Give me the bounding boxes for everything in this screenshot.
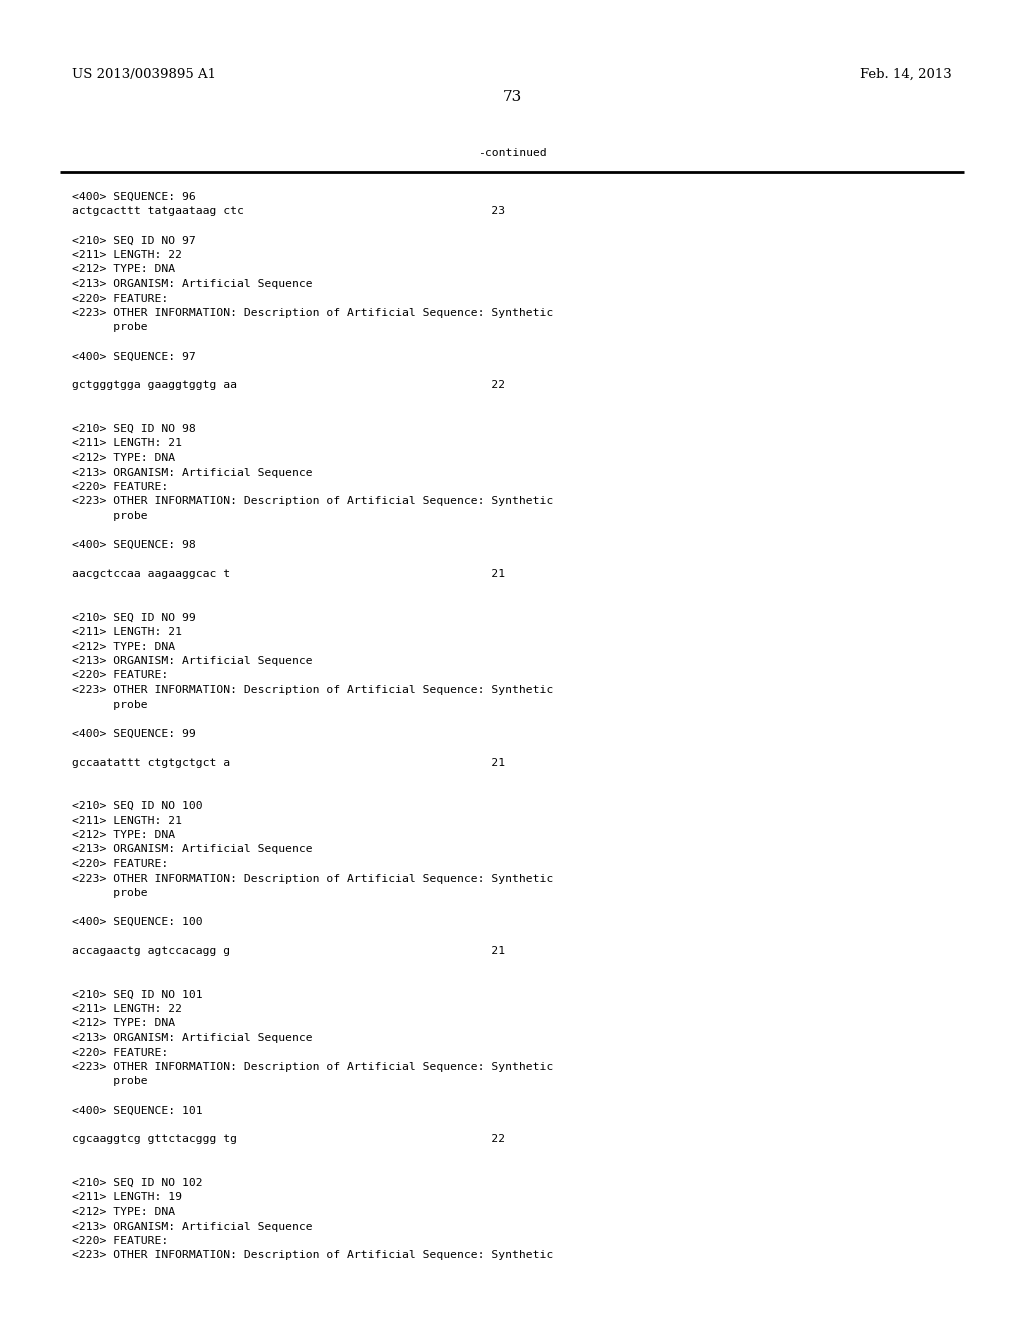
Text: cgcaaggtcg gttctacggg tg                                     22: cgcaaggtcg gttctacggg tg 22 bbox=[72, 1134, 505, 1144]
Text: <211> LENGTH: 19: <211> LENGTH: 19 bbox=[72, 1192, 182, 1203]
Text: <223> OTHER INFORMATION: Description of Artificial Sequence: Synthetic: <223> OTHER INFORMATION: Description of … bbox=[72, 308, 553, 318]
Text: <211> LENGTH: 21: <211> LENGTH: 21 bbox=[72, 627, 182, 638]
Text: <212> TYPE: DNA: <212> TYPE: DNA bbox=[72, 642, 175, 652]
Text: <213> ORGANISM: Artificial Sequence: <213> ORGANISM: Artificial Sequence bbox=[72, 279, 312, 289]
Text: aacgctccaa aagaaggcac t                                      21: aacgctccaa aagaaggcac t 21 bbox=[72, 569, 505, 579]
Text: <211> LENGTH: 22: <211> LENGTH: 22 bbox=[72, 249, 182, 260]
Text: probe: probe bbox=[72, 1077, 147, 1086]
Text: <210> SEQ ID NO 102: <210> SEQ ID NO 102 bbox=[72, 1177, 203, 1188]
Text: <210> SEQ ID NO 98: <210> SEQ ID NO 98 bbox=[72, 424, 196, 434]
Text: <213> ORGANISM: Artificial Sequence: <213> ORGANISM: Artificial Sequence bbox=[72, 845, 312, 854]
Text: <220> FEATURE:: <220> FEATURE: bbox=[72, 482, 168, 492]
Text: <212> TYPE: DNA: <212> TYPE: DNA bbox=[72, 830, 175, 840]
Text: <400> SEQUENCE: 96: <400> SEQUENCE: 96 bbox=[72, 191, 196, 202]
Text: <223> OTHER INFORMATION: Description of Artificial Sequence: Synthetic: <223> OTHER INFORMATION: Description of … bbox=[72, 496, 553, 507]
Text: Feb. 14, 2013: Feb. 14, 2013 bbox=[860, 69, 952, 81]
Text: <213> ORGANISM: Artificial Sequence: <213> ORGANISM: Artificial Sequence bbox=[72, 1034, 312, 1043]
Text: <220> FEATURE:: <220> FEATURE: bbox=[72, 1048, 168, 1057]
Text: <220> FEATURE:: <220> FEATURE: bbox=[72, 671, 168, 681]
Text: <400> SEQUENCE: 98: <400> SEQUENCE: 98 bbox=[72, 540, 196, 550]
Text: <211> LENGTH: 21: <211> LENGTH: 21 bbox=[72, 438, 182, 449]
Text: <212> TYPE: DNA: <212> TYPE: DNA bbox=[72, 1206, 175, 1217]
Text: <210> SEQ ID NO 101: <210> SEQ ID NO 101 bbox=[72, 990, 203, 999]
Text: <223> OTHER INFORMATION: Description of Artificial Sequence: Synthetic: <223> OTHER INFORMATION: Description of … bbox=[72, 1063, 553, 1072]
Text: <223> OTHER INFORMATION: Description of Artificial Sequence: Synthetic: <223> OTHER INFORMATION: Description of … bbox=[72, 874, 553, 883]
Text: <213> ORGANISM: Artificial Sequence: <213> ORGANISM: Artificial Sequence bbox=[72, 467, 312, 478]
Text: <211> LENGTH: 22: <211> LENGTH: 22 bbox=[72, 1005, 182, 1014]
Text: <210> SEQ ID NO 97: <210> SEQ ID NO 97 bbox=[72, 235, 196, 246]
Text: <400> SEQUENCE: 100: <400> SEQUENCE: 100 bbox=[72, 917, 203, 927]
Text: probe: probe bbox=[72, 700, 147, 710]
Text: <220> FEATURE:: <220> FEATURE: bbox=[72, 859, 168, 869]
Text: probe: probe bbox=[72, 511, 147, 521]
Text: US 2013/0039895 A1: US 2013/0039895 A1 bbox=[72, 69, 216, 81]
Text: <213> ORGANISM: Artificial Sequence: <213> ORGANISM: Artificial Sequence bbox=[72, 656, 312, 667]
Text: -continued: -continued bbox=[477, 148, 547, 158]
Text: <400> SEQUENCE: 97: <400> SEQUENCE: 97 bbox=[72, 351, 196, 362]
Text: <211> LENGTH: 21: <211> LENGTH: 21 bbox=[72, 816, 182, 825]
Text: <220> FEATURE:: <220> FEATURE: bbox=[72, 1236, 168, 1246]
Text: <400> SEQUENCE: 101: <400> SEQUENCE: 101 bbox=[72, 1106, 203, 1115]
Text: <220> FEATURE:: <220> FEATURE: bbox=[72, 293, 168, 304]
Text: <400> SEQUENCE: 99: <400> SEQUENCE: 99 bbox=[72, 729, 196, 738]
Text: gccaatattt ctgtgctgct a                                      21: gccaatattt ctgtgctgct a 21 bbox=[72, 758, 505, 767]
Text: <223> OTHER INFORMATION: Description of Artificial Sequence: Synthetic: <223> OTHER INFORMATION: Description of … bbox=[72, 685, 553, 696]
Text: accagaactg agtccacagg g                                      21: accagaactg agtccacagg g 21 bbox=[72, 946, 505, 956]
Text: <223> OTHER INFORMATION: Description of Artificial Sequence: Synthetic: <223> OTHER INFORMATION: Description of … bbox=[72, 1250, 553, 1261]
Text: gctgggtgga gaaggtggtg aa                                     22: gctgggtgga gaaggtggtg aa 22 bbox=[72, 380, 505, 391]
Text: 73: 73 bbox=[503, 90, 521, 104]
Text: <212> TYPE: DNA: <212> TYPE: DNA bbox=[72, 1019, 175, 1028]
Text: <210> SEQ ID NO 100: <210> SEQ ID NO 100 bbox=[72, 801, 203, 810]
Text: actgcacttt tatgaataag ctc                                    23: actgcacttt tatgaataag ctc 23 bbox=[72, 206, 505, 216]
Text: probe: probe bbox=[72, 888, 147, 898]
Text: <210> SEQ ID NO 99: <210> SEQ ID NO 99 bbox=[72, 612, 196, 623]
Text: <212> TYPE: DNA: <212> TYPE: DNA bbox=[72, 264, 175, 275]
Text: <212> TYPE: DNA: <212> TYPE: DNA bbox=[72, 453, 175, 463]
Text: <213> ORGANISM: Artificial Sequence: <213> ORGANISM: Artificial Sequence bbox=[72, 1221, 312, 1232]
Text: probe: probe bbox=[72, 322, 147, 333]
